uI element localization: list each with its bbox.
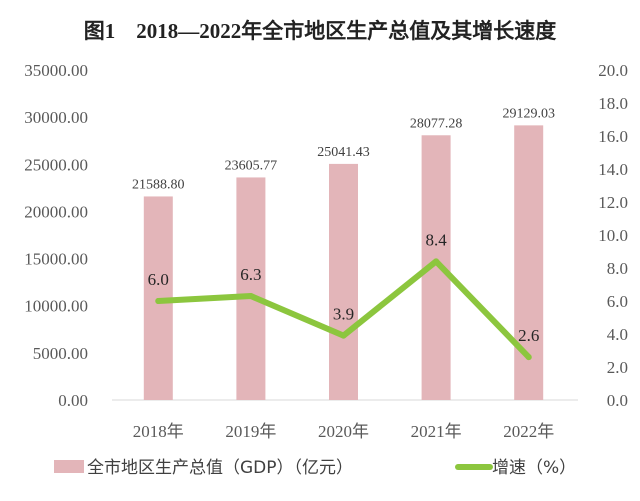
legend-swatch-gdp (54, 460, 84, 473)
legend: 全市地区生产总值（GDP）（亿元） 增速（%） (54, 458, 576, 478)
right-axis-tick-label: 18.0 (598, 94, 628, 113)
growth-point-label: 6.0 (148, 270, 169, 289)
growth-point (155, 298, 162, 304)
right-axis-tick-label: 12.0 (598, 193, 628, 212)
growth-point-label: 8.4 (425, 230, 447, 249)
left-axis-tick-label: 15000.00 (24, 250, 88, 269)
x-axis-tick-label: 2021年 (411, 422, 462, 441)
right-axis-tick-label: 6.0 (607, 292, 628, 311)
x-axis-tick-label: 2018年 (133, 422, 184, 441)
growth-point (525, 354, 532, 361)
x-axis-tick-label: 2020年 (318, 422, 369, 441)
left-axis-tick-label: 25000.00 (24, 155, 88, 174)
left-axis-tick-label: 30000.00 (24, 108, 88, 127)
gdp-bar-label: 25041.43 (317, 145, 370, 160)
right-axis-tick-label: 0.0 (607, 391, 628, 410)
right-axis-tick-label: 10.0 (598, 226, 628, 245)
growth-point (247, 293, 254, 300)
right-axis-tick-label: 4.0 (607, 325, 628, 344)
legend-label-growth: 增速（%） (492, 458, 576, 478)
growth-point-label: 2.6 (518, 326, 539, 345)
left-axis-tick-label: 35000.00 (24, 61, 88, 80)
chart-title: 图1 2018—2022年全市地区生产总值及其增长速度 (84, 19, 557, 43)
x-axis-tick-label: 2022年 (503, 422, 554, 441)
growth-point (340, 332, 347, 339)
growth-point-label: 3.9 (333, 305, 354, 324)
left-axis-tick-label: 5000.00 (33, 344, 88, 363)
legend-label-gdp: 全市地区生产总值（GDP）（亿元） (87, 458, 353, 478)
right-axis-tick-label: 20.0 (598, 61, 628, 80)
gdp-bar-label: 28077.28 (410, 116, 463, 131)
left-axis-tick-label: 10000.00 (24, 297, 88, 316)
left-axis-tick-label: 0.00 (58, 391, 88, 410)
right-axis-tick-label: 8.0 (607, 259, 628, 278)
left-axis-tick-label: 20000.00 (24, 202, 88, 221)
right-axis-tick-label: 14.0 (598, 160, 628, 179)
x-axis-tick-label: 2019年 (225, 422, 276, 441)
gdp-bar (329, 163, 358, 400)
right-axis-tick-label: 2.0 (607, 358, 628, 377)
growth-point (433, 258, 440, 265)
gdp-bar-label: 29129.03 (502, 106, 555, 121)
gdp-bar-label: 21588.80 (132, 177, 185, 192)
gdp-bar (236, 177, 266, 400)
gdp-bar-label: 23605.77 (225, 158, 278, 173)
right-axis-tick-label: 16.0 (598, 127, 628, 146)
growth-point-label: 6.3 (240, 265, 261, 284)
